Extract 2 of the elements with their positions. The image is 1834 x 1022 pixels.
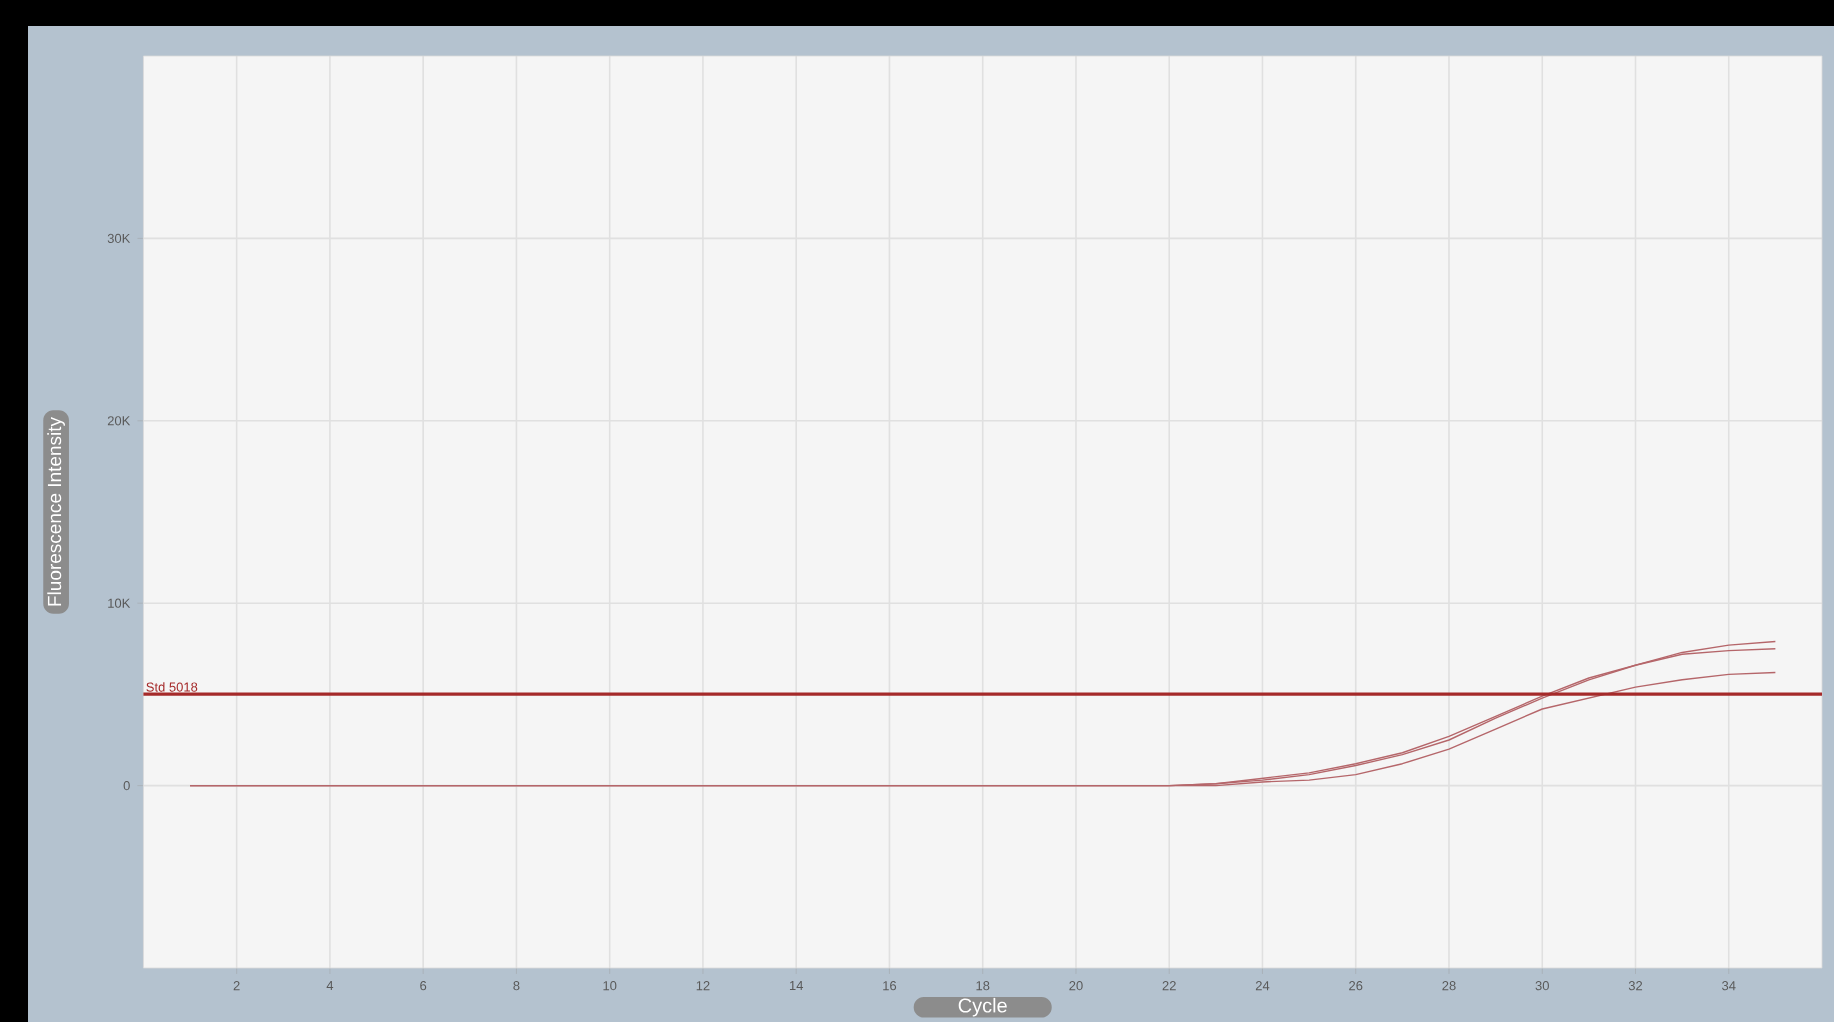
- x-axis-title: Cycle: [958, 997, 1007, 1017]
- y-axis-title: Fluorescence Intensity: [47, 417, 65, 606]
